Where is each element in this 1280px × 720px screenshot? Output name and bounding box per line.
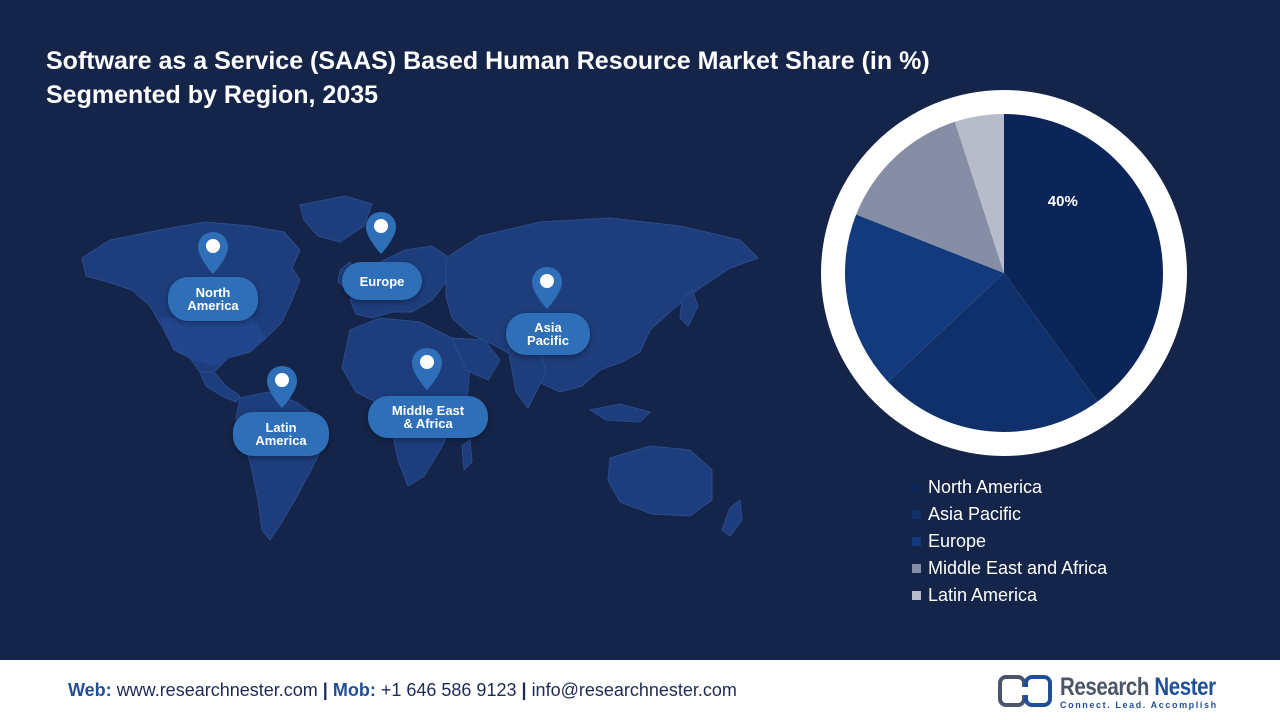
pie-slice-latin-america	[954, 114, 1004, 273]
legend-item: Europe	[912, 528, 1107, 555]
indonesia-shape	[588, 403, 651, 423]
mob-label: Mob:	[332, 680, 376, 700]
legend-item: Middle East and Africa	[912, 555, 1107, 582]
chart-title: Software as a Service (SAAS) Based Human…	[46, 44, 1046, 112]
legend-label: Europe	[928, 531, 987, 551]
contact-info: Web: www.researchnester.com | Mob: +1 64…	[68, 680, 737, 701]
region-label-middle-east-africa: Middle East & Africa	[368, 396, 488, 438]
location-pin-icon	[412, 348, 442, 390]
new-zealand-shape	[721, 499, 743, 537]
madagascar-shape	[461, 439, 473, 472]
pie-slice-north-america	[1004, 114, 1163, 402]
pie-slice-middle-east-and-africa	[856, 121, 1004, 273]
location-pin-icon	[198, 232, 228, 274]
legend-swatch	[912, 510, 921, 519]
legend-label: Middle East and Africa	[928, 558, 1108, 578]
region-label-europe: Europe	[342, 262, 422, 300]
greenland-shape	[299, 195, 373, 243]
legend-swatch	[912, 483, 921, 492]
pie-data-label: 40%	[1048, 193, 1078, 210]
australia-shape	[607, 445, 713, 517]
separator: |	[521, 680, 527, 700]
separator: |	[322, 680, 328, 700]
legend-label: Latin America	[928, 585, 1038, 605]
research-nester-logo: Research Nester Connect. Lead. Accomplis…	[998, 673, 1228, 710]
location-pin-icon	[267, 366, 297, 408]
pie-slice-asia-pacific	[888, 273, 1098, 433]
pie-slice-europe	[845, 214, 1004, 382]
footer: Web: www.researchnester.com | Mob: +1 64…	[0, 660, 1280, 720]
legend-item: Latin America	[912, 582, 1107, 609]
legend-swatch	[912, 564, 921, 573]
email-link[interactable]: info@researchnester.com	[531, 680, 737, 700]
arabia-shape	[451, 337, 501, 381]
brand-name: Research Nester	[1060, 673, 1216, 701]
legend-label: Asia Pacific	[928, 504, 1022, 524]
location-pin-icon	[366, 212, 396, 254]
central-america-shape	[199, 371, 241, 403]
title-line-1: Software as a Service (SAAS) Based Human…	[46, 47, 930, 75]
region-label-north-america: North America	[168, 277, 258, 321]
legend-swatch	[912, 537, 921, 546]
region-label-asia-pacific: Asia Pacific	[506, 313, 590, 355]
web-label: Web:	[68, 680, 112, 700]
infographic-panel: Software as a Service (SAAS) Based Human…	[0, 0, 1280, 660]
location-pin-icon	[532, 267, 562, 309]
japan-shape	[679, 289, 699, 327]
title-line-2: Segmented by Region, 2035	[46, 81, 379, 109]
pie-chart: 40%	[821, 90, 1187, 456]
chart-legend: North America Asia Pacific Europe Middle Ea…	[912, 474, 1107, 609]
legend-item: North America	[912, 474, 1107, 501]
logo-mark-icon	[998, 675, 1052, 707]
legend-item: Asia Pacific	[912, 501, 1107, 528]
region-label-latin-america: Latin America	[233, 412, 329, 456]
legend-swatch	[912, 591, 921, 600]
usa-highlight-shape	[160, 314, 266, 366]
web-link[interactable]: www.researchnester.com	[116, 680, 318, 700]
phone-number: +1 646 586 9123	[380, 680, 517, 700]
brand-tagline: Connect. Lead. Accomplish	[1060, 700, 1218, 710]
legend-label: North America	[928, 477, 1043, 497]
